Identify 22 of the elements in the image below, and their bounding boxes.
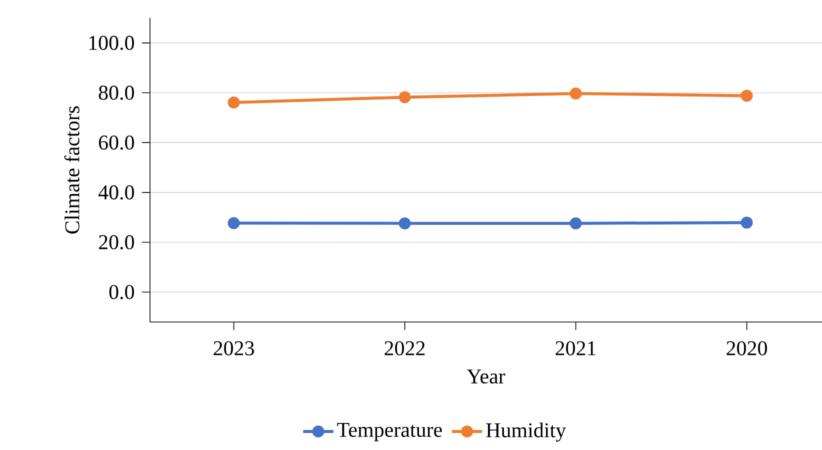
point xyxy=(228,217,240,230)
point xyxy=(740,90,753,102)
x-tick-label: 2023 xyxy=(214,341,254,356)
y-tick-label: 80.0 xyxy=(98,86,134,100)
y-tick-label: 20.0 xyxy=(98,235,134,250)
y-tick-label: 40.0 xyxy=(98,185,134,200)
y-tick-label: 60.0 xyxy=(98,135,134,150)
y-tick-label: 0.0 xyxy=(109,284,134,300)
x-tick-label: 2020 xyxy=(726,341,767,356)
x-axis-title: Year xyxy=(466,370,506,384)
legend-label: Humidity xyxy=(486,422,566,442)
x-tick-label: 2022 xyxy=(384,341,425,356)
y-axis-title: Climate factors xyxy=(64,106,80,234)
point xyxy=(570,217,582,230)
legend-label: Temperature xyxy=(337,422,442,442)
point xyxy=(570,88,582,100)
point xyxy=(228,96,240,108)
point xyxy=(398,91,411,104)
point xyxy=(398,217,411,230)
point xyxy=(740,216,753,229)
y-tick-label: 100.0 xyxy=(89,36,134,50)
x-tick-label: 2021 xyxy=(556,341,596,356)
